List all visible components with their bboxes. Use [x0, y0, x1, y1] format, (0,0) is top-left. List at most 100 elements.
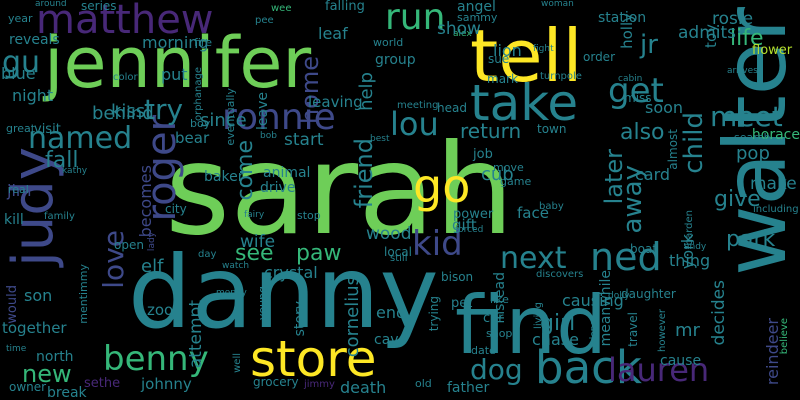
- word-new: new: [22, 360, 72, 388]
- word-sarah: sarah: [165, 118, 514, 263]
- word-old: old: [415, 377, 432, 390]
- word-morning: morning: [142, 33, 209, 52]
- word-falling: falling: [325, 0, 365, 14]
- word-cause: cause: [660, 353, 702, 369]
- word-jimmy: jimmy: [304, 379, 335, 390]
- word-son: son: [24, 286, 53, 305]
- word-also: also: [620, 120, 665, 145]
- word-shop: shop: [486, 327, 513, 340]
- word-drive: drive: [260, 180, 296, 196]
- word-crystal: crystal: [264, 263, 318, 282]
- word-fight: fight: [533, 44, 554, 54]
- word-power: power: [453, 207, 494, 222]
- word-meeting: meeting: [397, 100, 439, 111]
- word-like: like: [490, 293, 509, 306]
- word-kill: kill: [4, 212, 24, 228]
- word-flower: flower: [752, 43, 793, 58]
- word-real: real: [8, 183, 29, 196]
- word-blue: blue: [1, 64, 36, 83]
- word-garden: garden: [684, 210, 695, 246]
- word-return: return: [460, 119, 522, 143]
- word-year: year: [8, 12, 33, 25]
- word-miss: miss: [624, 91, 652, 105]
- word-date: date: [471, 344, 496, 357]
- word-mentimmy: mentimmy: [77, 264, 90, 324]
- word-job: job: [473, 147, 493, 162]
- word-arrives: arrives: [727, 66, 758, 76]
- word-well: well: [232, 353, 243, 373]
- word-face: face: [517, 204, 549, 222]
- word-dolly: dolly: [608, 291, 630, 301]
- word-boy: boy: [190, 117, 211, 130]
- word-fairy: fairy: [244, 210, 265, 220]
- word-eventually: eventually: [224, 88, 237, 146]
- word-including: including: [753, 204, 799, 215]
- word-show: show: [437, 19, 481, 39]
- word-attempt: attempt: [186, 300, 206, 369]
- word-run: run: [385, 0, 446, 38]
- word-leaf: leaf: [318, 24, 348, 43]
- word-cornelius: cornelius: [342, 276, 363, 358]
- word-decides: decides: [709, 280, 729, 346]
- word-woman: woman: [541, 0, 574, 9]
- word-story: story: [292, 301, 308, 337]
- word-try: try: [144, 93, 184, 126]
- word-cub: cub: [481, 164, 514, 185]
- word-town: town: [537, 122, 567, 136]
- word-break: break: [47, 385, 87, 400]
- word-mark: mark: [487, 72, 518, 86]
- word-grocery: grocery: [253, 375, 299, 389]
- word-chase: chase: [532, 330, 579, 349]
- word-horace: horace: [751, 127, 800, 143]
- word-cave: cave: [374, 332, 408, 348]
- word-find: find: [455, 279, 607, 372]
- word-sue: sue: [488, 52, 510, 66]
- word-sammy: sammy: [457, 11, 498, 24]
- word-wife: wife: [240, 232, 276, 252]
- word-pet: pet: [451, 296, 473, 311]
- word-rosie: rosie: [712, 9, 754, 29]
- word-animal: animal: [263, 165, 311, 181]
- word-cabin: cabin: [618, 74, 643, 84]
- word-color: color: [113, 72, 138, 83]
- word-wee: wee: [271, 3, 292, 14]
- word-great: great: [6, 122, 36, 135]
- word-see: see: [235, 241, 274, 266]
- word-night: night: [12, 86, 54, 105]
- word-danny: danny: [128, 234, 439, 351]
- word-search: search: [734, 131, 771, 144]
- word-jim: jim: [7, 181, 32, 200]
- word-move: move: [493, 161, 524, 174]
- word-matthew: matthew: [36, 0, 214, 43]
- word-benny: benny: [103, 339, 209, 379]
- word-alex: alex: [453, 29, 472, 39]
- word-friend: friend: [350, 138, 378, 209]
- word-game: game: [500, 175, 532, 188]
- word-put: put: [161, 65, 188, 84]
- word-soon: soon: [645, 98, 684, 117]
- word-open: open: [114, 238, 144, 252]
- word-living: living: [533, 302, 544, 329]
- word-take: take: [470, 74, 579, 132]
- word-daughter: daughter: [621, 287, 676, 301]
- word-gift: gift: [452, 216, 477, 234]
- word-would: would: [5, 285, 20, 324]
- word-owner: owner: [9, 380, 47, 394]
- word-get: get: [608, 71, 664, 111]
- word-believe: believe: [779, 318, 790, 355]
- word-kathy: kathy: [62, 166, 88, 176]
- word-paw: paw: [296, 241, 342, 266]
- word-end: end: [376, 303, 407, 322]
- word-admits: admits: [678, 23, 737, 43]
- word-fall: fall: [45, 148, 79, 173]
- word-tell: tell: [470, 14, 583, 98]
- word-day: day: [198, 249, 217, 260]
- word-andy: andy: [684, 242, 707, 252]
- word-kid: kid: [412, 224, 463, 264]
- word-becomes: becomes: [136, 165, 155, 238]
- word-causing: causing: [562, 291, 624, 310]
- word-reveals: reveals: [9, 32, 60, 48]
- word-kiss: kiss: [111, 101, 146, 122]
- word-jennifer: jennifer: [44, 22, 312, 104]
- word-however: however: [657, 309, 668, 352]
